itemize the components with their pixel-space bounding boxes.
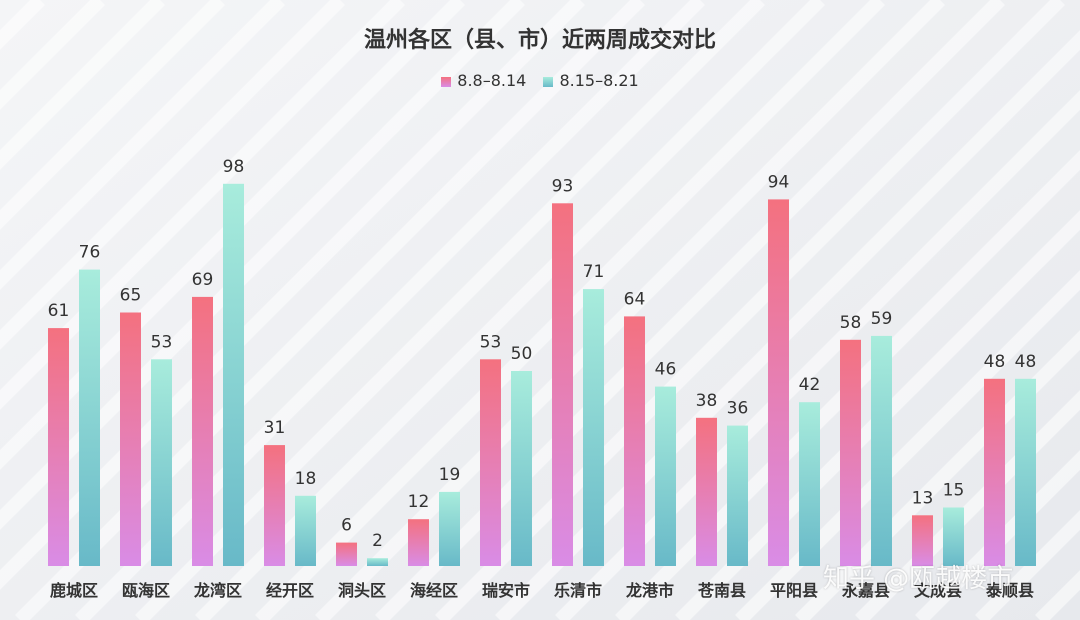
- bar-1-7[interactable]: [552, 203, 573, 567]
- bar-2-12[interactable]: [943, 507, 964, 567]
- data-label-1-7: 93: [552, 176, 574, 196]
- bar-2-9[interactable]: [727, 425, 748, 566]
- bar-2-11[interactable]: [871, 335, 892, 566]
- chart-title: 温州各区（县、市）近两周成交对比: [363, 28, 716, 53]
- bar-2-1[interactable]: [151, 359, 172, 566]
- watermark: 知乎 @瓯越楼市: [823, 564, 1014, 594]
- bar-1-10[interactable]: [768, 199, 789, 566]
- legend-item-series-1[interactable]: 8.8–8.14: [441, 71, 526, 90]
- legend-item-series-2[interactable]: 8.15–8.21: [543, 71, 639, 90]
- x-tick-label: 瑞安市: [482, 581, 530, 600]
- bar-1-9[interactable]: [696, 417, 717, 566]
- bar-1-0[interactable]: [48, 328, 69, 566]
- x-tick-label: 乐清市: [554, 581, 602, 600]
- x-tick-label: 平阳县: [770, 581, 818, 600]
- bar-2-6[interactable]: [511, 371, 532, 566]
- bar-2-2[interactable]: [223, 183, 244, 567]
- bar-2-0[interactable]: [79, 269, 100, 566]
- data-label-1-2: 69: [192, 270, 214, 290]
- data-label-2-3: 18: [295, 469, 317, 489]
- data-label-2-0: 76: [79, 243, 101, 263]
- data-label-2-12: 15: [943, 481, 965, 501]
- bar-2-4[interactable]: [367, 558, 388, 566]
- bar-2-13[interactable]: [1015, 378, 1036, 566]
- data-label-1-1: 65: [120, 286, 142, 306]
- x-tick-label: 海经区: [410, 581, 458, 600]
- bar-2-5[interactable]: [439, 491, 460, 566]
- data-label-1-8: 64: [624, 289, 646, 309]
- data-label-1-3: 31: [264, 418, 286, 438]
- bar-1-6[interactable]: [480, 359, 501, 566]
- data-label-2-8: 46: [655, 360, 677, 380]
- bar-1-11[interactable]: [840, 339, 861, 566]
- x-tick-label: 泰顺县: [985, 581, 1034, 600]
- bar-1-8[interactable]: [624, 316, 645, 566]
- bar-2-3[interactable]: [295, 495, 316, 566]
- data-label-1-5: 12: [408, 492, 430, 512]
- data-label-2-9: 36: [727, 399, 749, 419]
- data-label-2-5: 19: [439, 465, 461, 485]
- bar-2-10[interactable]: [799, 402, 820, 566]
- data-label-2-10: 42: [799, 375, 821, 395]
- bar-1-2[interactable]: [192, 296, 213, 566]
- data-label-2-13: 48: [1015, 352, 1037, 372]
- x-tick-label: 永嘉县: [841, 581, 890, 600]
- x-tick-label: 鹿城区: [50, 581, 98, 600]
- legend-swatch-series-2: [543, 76, 554, 87]
- data-label-2-7: 71: [583, 262, 605, 282]
- bar-2-8[interactable]: [655, 386, 676, 566]
- data-label-1-11: 58: [840, 313, 862, 333]
- legend: 8.8–8.14 8.15–8.21: [0, 70, 1080, 90]
- data-label-1-0: 61: [48, 301, 70, 321]
- bar-1-4[interactable]: [336, 542, 357, 566]
- data-label-2-1: 53: [151, 332, 173, 352]
- x-tick-label: 瓯海区: [122, 581, 170, 600]
- data-label-1-9: 38: [696, 391, 718, 411]
- bar-1-13[interactable]: [984, 378, 1005, 566]
- legend-label-series-2: 8.15–8.21: [559, 71, 639, 90]
- bar-1-5[interactable]: [408, 519, 429, 566]
- data-label-1-10: 94: [768, 172, 790, 192]
- bar-1-3[interactable]: [264, 445, 285, 566]
- data-label-1-6: 53: [480, 332, 502, 352]
- bar-1-1[interactable]: [120, 312, 141, 567]
- x-tick-label: 苍南县: [697, 581, 746, 600]
- data-label-2-4: 2: [372, 531, 383, 551]
- x-tick-label: 文成县: [914, 581, 962, 600]
- data-label-1-4: 6: [341, 516, 352, 536]
- data-label-2-6: 50: [511, 344, 533, 364]
- legend-label-series-1: 8.8–8.14: [457, 71, 527, 90]
- x-tick-label: 龙湾区: [193, 581, 242, 600]
- data-label-1-12: 13: [912, 488, 934, 508]
- data-label-2-11: 59: [871, 309, 893, 329]
- data-label-1-13: 48: [984, 352, 1006, 372]
- x-tick-label: 洞头区: [338, 581, 386, 600]
- bar-2-7[interactable]: [583, 289, 604, 566]
- bar-1-12[interactable]: [912, 515, 933, 566]
- legend-swatch-series-1: [441, 76, 452, 87]
- x-tick-label: 经开区: [266, 581, 314, 600]
- data-label-2-2: 98: [223, 157, 245, 177]
- x-tick-label: 龙港市: [625, 581, 674, 600]
